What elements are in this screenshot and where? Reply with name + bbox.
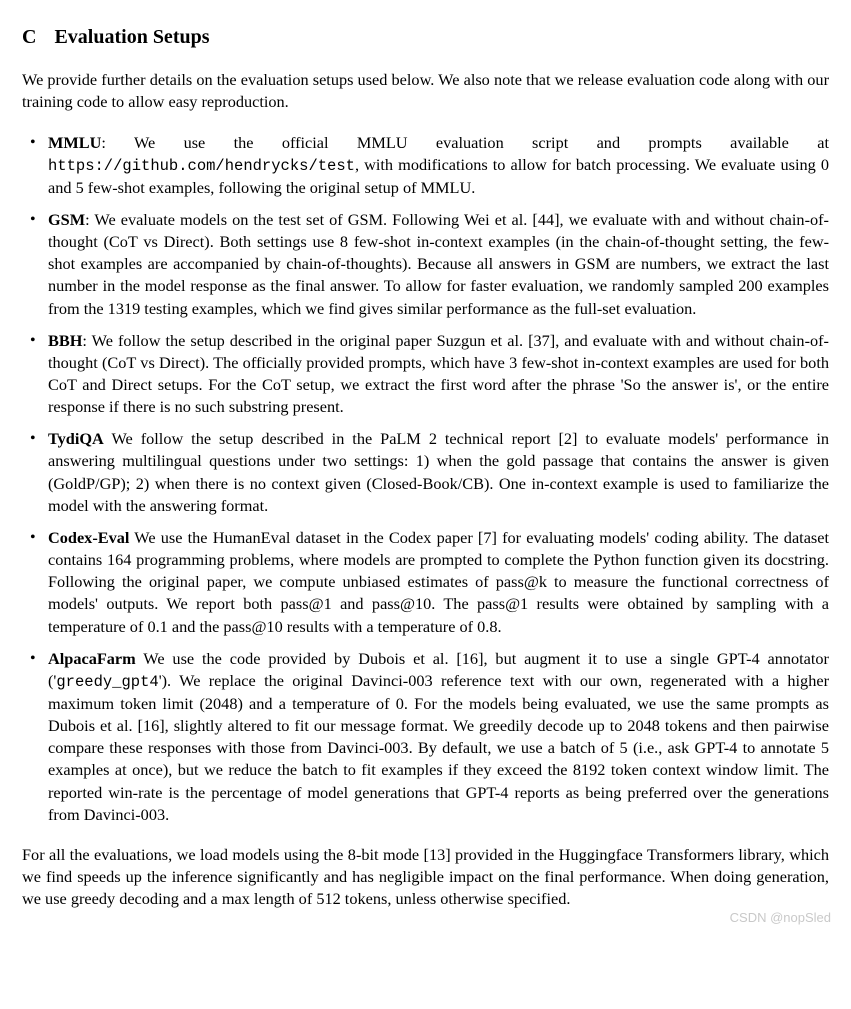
item-label-bbh: BBH (48, 331, 82, 350)
item-text: We use the official MMLU evaluation scri… (134, 133, 829, 152)
item-text: We follow the setup described in the ori… (48, 331, 829, 416)
item-sep: : (82, 331, 91, 350)
section-title: Evaluation Setups (54, 26, 209, 48)
item-sep: : (85, 210, 94, 229)
item-label-codex: Codex-Eval (48, 528, 129, 547)
code-url: https://github.com/hendrycks/test (48, 157, 355, 175)
item-text: '). We replace the original Davinci-003 … (48, 671, 829, 824)
list-item: MMLU: We use the official MMLU evaluatio… (22, 132, 829, 199)
item-text: We follow the setup described in the PaL… (48, 429, 829, 514)
list-item: TydiQA We follow the setup described in … (22, 428, 829, 517)
intro-paragraph: We provide further details on the evalua… (22, 69, 829, 113)
section-heading: C Evaluation Setups (22, 24, 829, 51)
list-item: AlpacaFarm We use the code provided by D… (22, 648, 829, 826)
list-item: Codex-Eval We use the HumanEval dataset … (22, 527, 829, 638)
item-label-tydiqa: TydiQA (48, 429, 104, 448)
item-text: We evaluate models on the test set of GS… (48, 210, 829, 318)
evaluation-list: MMLU: We use the official MMLU evaluatio… (22, 132, 829, 826)
section-label: C (22, 24, 36, 51)
code-annotator: greedy_gpt4 (56, 673, 158, 691)
watermark-text: CSDN @nopSled (730, 909, 831, 927)
list-item: GSM: We evaluate models on the test set … (22, 209, 829, 320)
item-label-mmlu: MMLU (48, 133, 101, 152)
closing-paragraph: For all the evaluations, we load models … (22, 844, 829, 910)
item-sep: : (101, 133, 134, 152)
item-text: We use the HumanEval dataset in the Code… (48, 528, 829, 636)
list-item: BBH: We follow the setup described in th… (22, 330, 829, 419)
item-label-gsm: GSM (48, 210, 85, 229)
item-label-alpaca: AlpacaFarm (48, 649, 136, 668)
